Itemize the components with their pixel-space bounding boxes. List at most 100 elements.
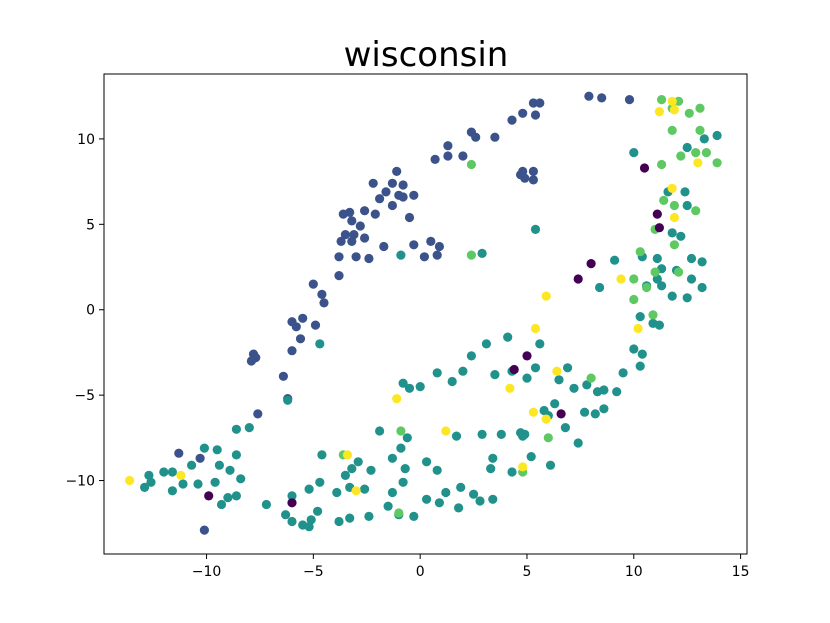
- scatter-point: [351, 486, 361, 496]
- x-tick-label: 0: [416, 564, 425, 580]
- scatter-point: [635, 247, 645, 257]
- scatter-point: [287, 516, 297, 527]
- scatter-point: [584, 91, 594, 101]
- scatter-point: [225, 465, 235, 475]
- y-tick-label: −10: [65, 474, 95, 490]
- scatter-points: [125, 91, 722, 535]
- scatter-point: [387, 453, 397, 463]
- scatter-point: [530, 323, 541, 334]
- scatter-point: [261, 499, 271, 510]
- scatter-point: [368, 178, 378, 188]
- scatter-point: [199, 443, 209, 453]
- scatter-point: [210, 477, 220, 487]
- scatter-point: [652, 274, 662, 284]
- scatter-point: [563, 363, 573, 373]
- scatter-point: [278, 371, 288, 381]
- scatter-point: [477, 248, 487, 258]
- scatter-point: [441, 426, 451, 436]
- scatter-point: [543, 433, 553, 443]
- scatter-point: [599, 385, 609, 395]
- scatter-point: [415, 382, 425, 392]
- scatter-point: [304, 484, 314, 494]
- scatter-point: [287, 498, 297, 508]
- scatter-point: [375, 426, 385, 436]
- scatter-point: [396, 443, 406, 453]
- scatter-point: [466, 250, 476, 260]
- scatter-point: [556, 409, 566, 419]
- scatter-point: [652, 209, 662, 219]
- scatter-point: [345, 207, 355, 217]
- scatter-point: [246, 356, 256, 366]
- scatter-point: [430, 154, 440, 164]
- scatter-point: [287, 317, 297, 327]
- scatter-point: [187, 460, 197, 470]
- scatter-point: [618, 368, 628, 378]
- y-axis-ticks: −10 −5 0 5 10: [65, 132, 104, 490]
- scatter-point: [520, 173, 530, 183]
- scatter-point: [488, 453, 498, 463]
- scatter-point: [306, 515, 316, 525]
- scatter-point: [298, 313, 308, 323]
- scatter-point: [509, 364, 519, 375]
- scatter-point: [657, 95, 667, 105]
- x-axis-ticks: −10 −5 0 5 10 15: [192, 554, 750, 580]
- scatter-point: [140, 482, 150, 492]
- scatter-point: [505, 383, 515, 393]
- scatter-point: [541, 291, 551, 301]
- scatter-point: [432, 465, 442, 475]
- x-tick-label: −5: [303, 564, 324, 580]
- scatter-point: [667, 183, 677, 193]
- scatter-point: [216, 499, 227, 510]
- scatter-point: [639, 163, 650, 173]
- scatter-point: [236, 474, 246, 484]
- scatter-point: [253, 409, 263, 419]
- scatter-point: [443, 151, 453, 161]
- scatter-point: [387, 200, 397, 211]
- scatter-point: [334, 252, 344, 262]
- scatter-point: [392, 394, 402, 404]
- scatter-point: [682, 200, 692, 211]
- scatter-point: [144, 470, 154, 480]
- scatter-point: [610, 255, 620, 265]
- scatter-point: [159, 467, 169, 477]
- scatter-point: [167, 486, 177, 496]
- scatter-point: [402, 433, 412, 443]
- scatter-point: [522, 373, 532, 383]
- scatter-point: [635, 361, 645, 371]
- scatter-point: [522, 351, 532, 361]
- scatter-point: [409, 190, 419, 200]
- scatter-point: [244, 423, 254, 433]
- scatter-point: [409, 511, 419, 521]
- scatter-point: [516, 428, 526, 438]
- scatter-point: [691, 148, 701, 158]
- scatter-point: [682, 142, 692, 153]
- scatter-point: [475, 496, 485, 506]
- scatter-point: [451, 431, 462, 441]
- scatter-point: [231, 491, 241, 501]
- x-tick-label: 15: [732, 564, 750, 580]
- scatter-point: [507, 115, 517, 125]
- scatter-point: [654, 107, 665, 117]
- scatter-point: [443, 141, 453, 151]
- scatter-point: [550, 399, 560, 409]
- x-tick-label: 5: [523, 564, 532, 580]
- scatter-point: [419, 252, 429, 262]
- scatter-point: [659, 195, 669, 205]
- scatter-point: [629, 344, 639, 354]
- y-tick-label: 10: [77, 132, 95, 148]
- scatter-point: [530, 224, 541, 234]
- scatter-point: [624, 95, 635, 105]
- scatter-point: [167, 467, 177, 477]
- scatter-point: [432, 368, 442, 378]
- scatter-point: [669, 105, 680, 115]
- scatter-point: [281, 510, 291, 520]
- scatter-point: [345, 513, 355, 523]
- scatter-point: [712, 130, 722, 141]
- scatter-point: [528, 175, 539, 185]
- scatter-point: [635, 312, 645, 322]
- scatter-point: [580, 407, 590, 417]
- scatter-point: [528, 166, 539, 176]
- scatter-point: [667, 228, 677, 238]
- scatter-point: [174, 448, 184, 458]
